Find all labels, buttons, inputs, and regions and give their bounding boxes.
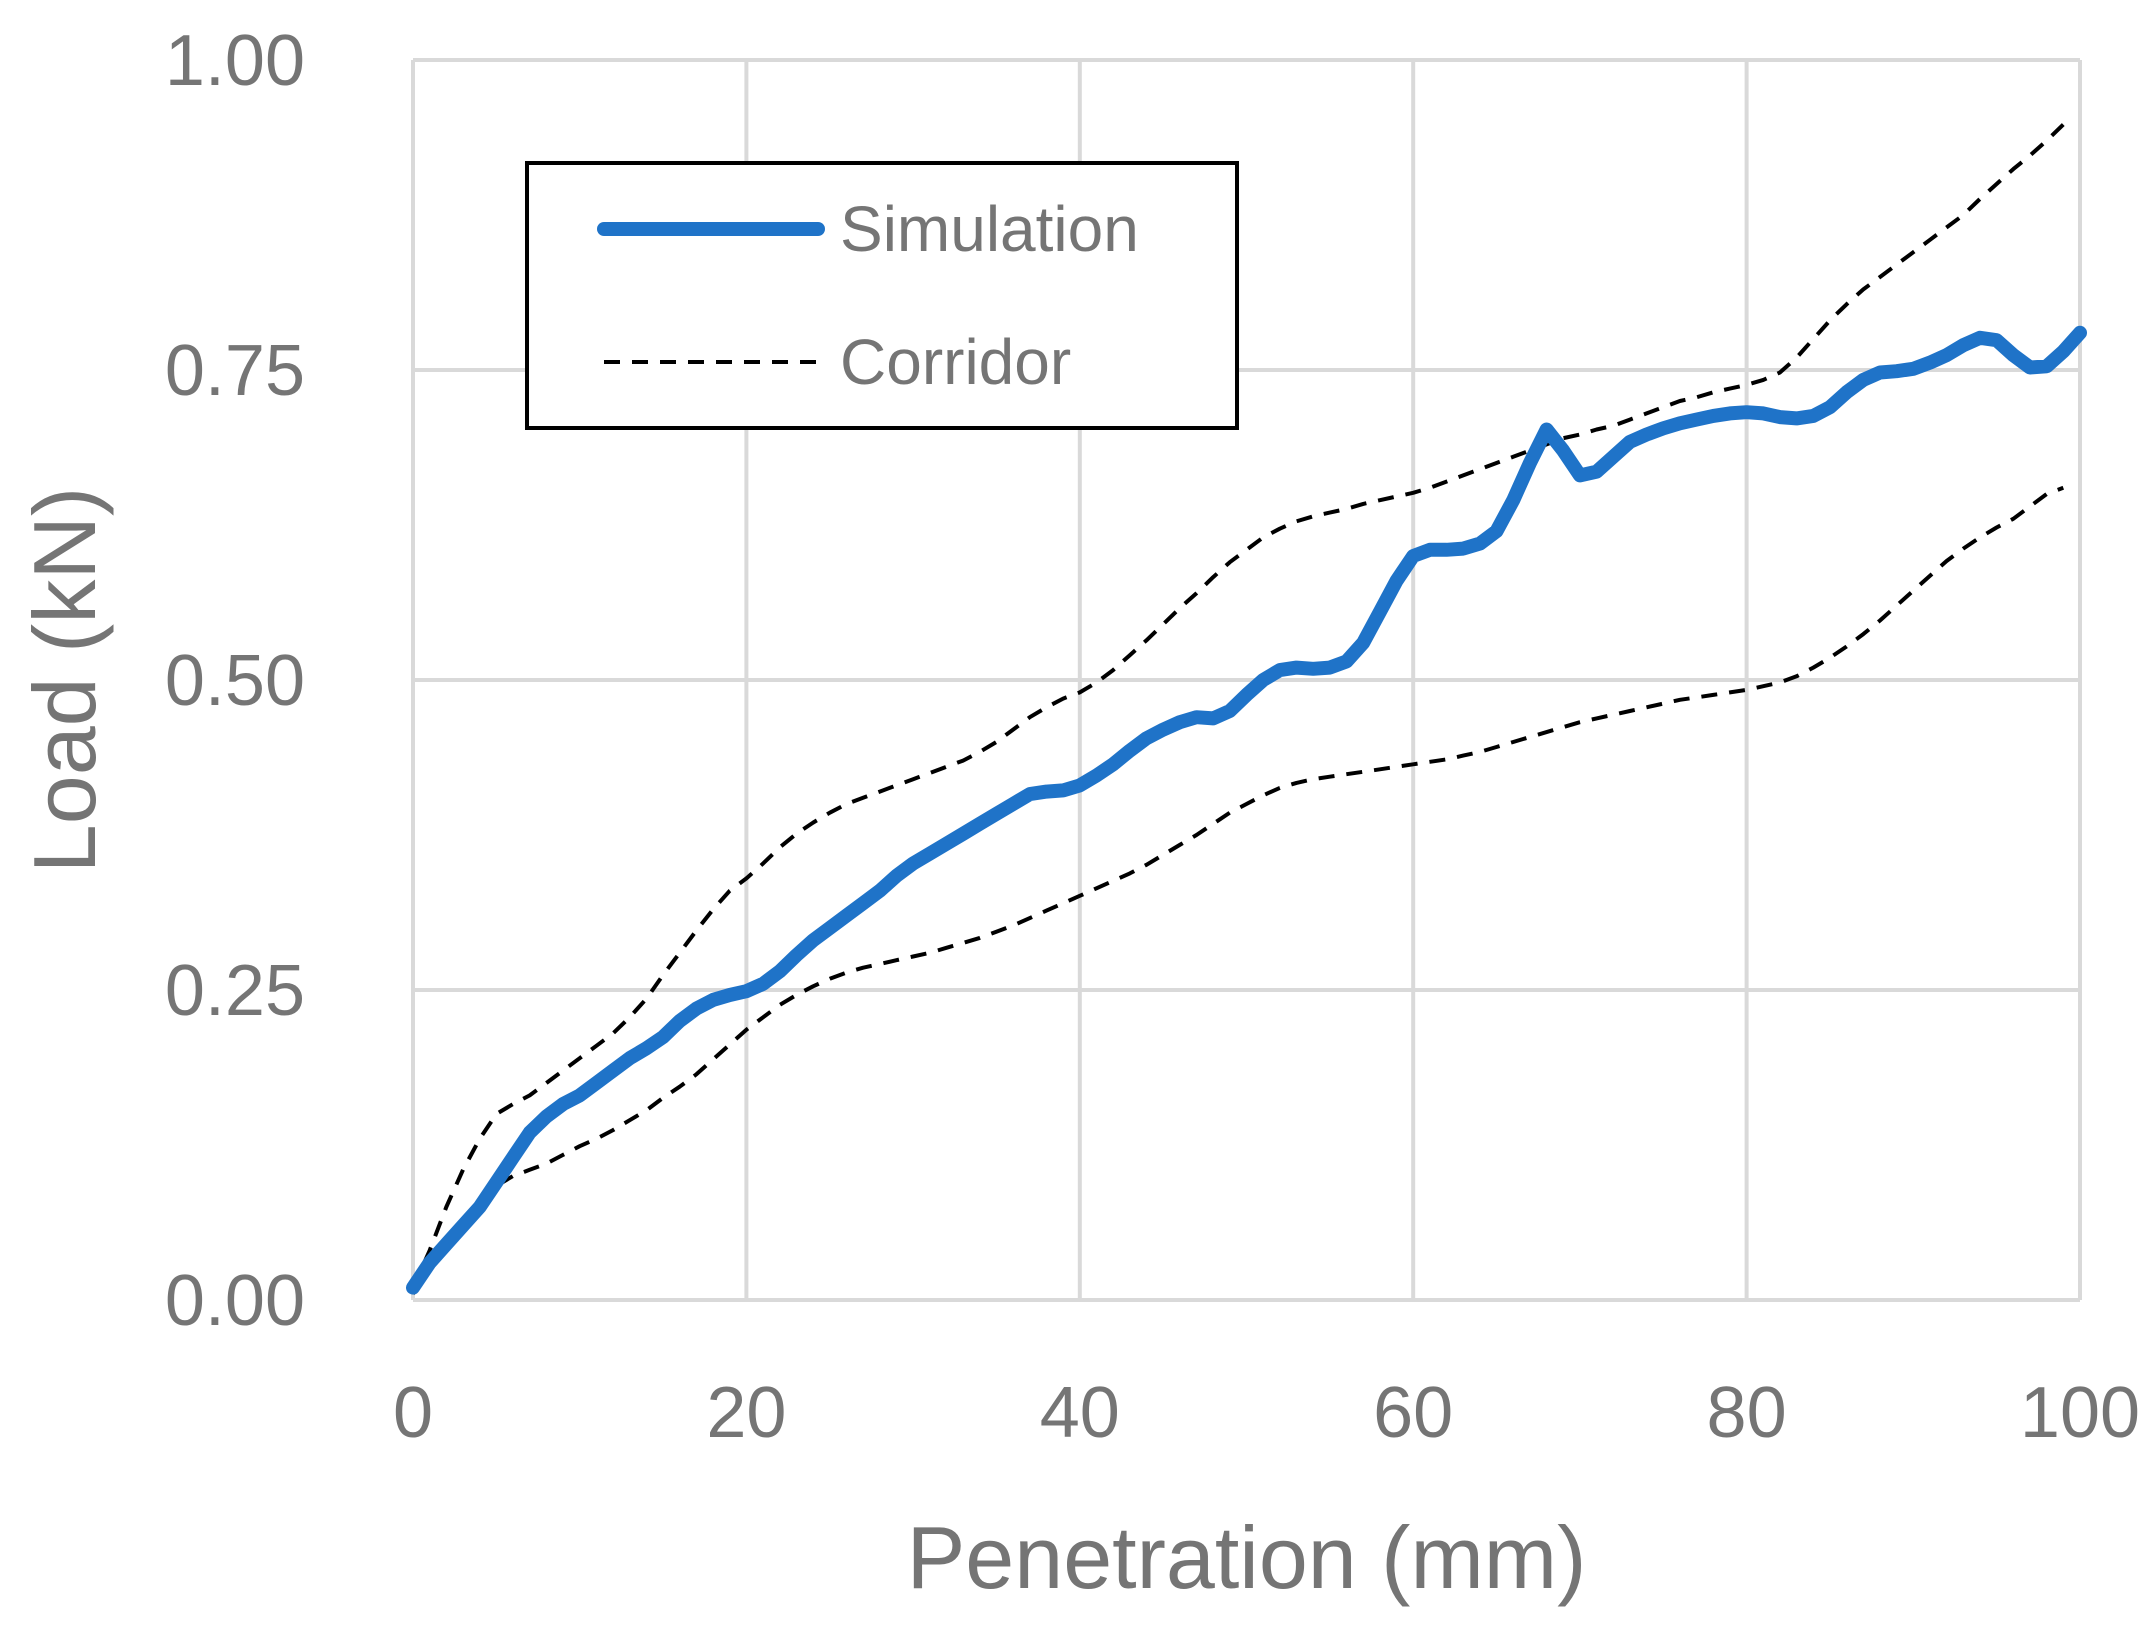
y-tick-label: 0.00 [165, 1261, 305, 1341]
x-axis-title: Penetration (mm) [907, 1508, 1587, 1607]
series-line-corridor-lower [411, 485, 2064, 1295]
y-tick-label: 0.75 [165, 331, 305, 411]
series-line-corridor-upper [411, 123, 2065, 1289]
y-axis-title: Load (kN) [15, 487, 114, 873]
legend: Simulation Corridor [525, 161, 1239, 430]
x-tick-label: 100 [2020, 1373, 2140, 1453]
x-tick-label: 40 [1040, 1373, 1120, 1453]
series-line-simulation [406, 325, 2087, 1295]
x-tick-label: 60 [1373, 1373, 1453, 1453]
x-tick-label: 0 [393, 1373, 433, 1453]
y-tick-label: 0.25 [165, 951, 305, 1031]
legend-simulation-label: Simulation [840, 193, 1139, 265]
legend-box [525, 161, 1239, 430]
x-tick-label: 80 [1707, 1373, 1787, 1453]
y-tick-label: 0.50 [165, 641, 305, 721]
y-tick-labels: 0.00 0.25 0.50 0.75 1.00 [165, 21, 305, 1341]
x-tick-labels: 0 20 40 60 80 100 [393, 1373, 2140, 1453]
x-tick-label: 20 [706, 1373, 786, 1453]
y-tick-label: 1.00 [165, 21, 305, 101]
legend-corridor-label: Corridor [840, 326, 1071, 398]
series [406, 123, 2087, 1295]
